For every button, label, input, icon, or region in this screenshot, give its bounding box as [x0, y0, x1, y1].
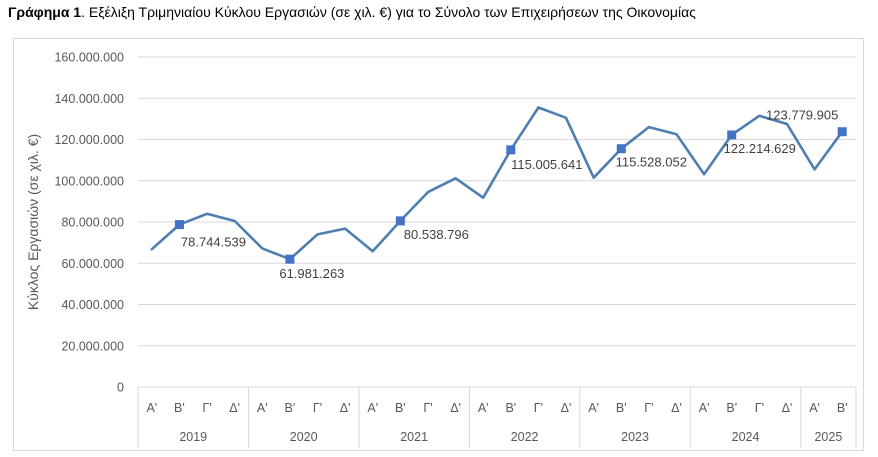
x-tick-label: Β' — [174, 401, 185, 415]
y-tick-label: 100.000.000 — [54, 174, 124, 188]
caption-text: . Εξέλιξη Τριμηνιαίου Κύκλου Εργασιών (σ… — [81, 4, 696, 20]
data-label: 115.528.052 — [616, 155, 687, 170]
y-axis-title: Κύκλος Εργασιών (σε χιλ. €) — [25, 134, 41, 310]
x-tick-label: Β' — [837, 401, 848, 415]
caption-prefix: Γράφημα 1 — [8, 4, 82, 20]
axes: 0 20.000.000 40.000.000 60.000.000 80.000.00… — [54, 51, 857, 448]
x-tick-label: Δ' — [450, 401, 461, 415]
x-tick-label: Α' — [809, 401, 820, 415]
y-tick-label: 140.000.000 — [54, 92, 124, 106]
series — [150, 106, 847, 264]
x-tick-label: Γ' — [202, 401, 211, 415]
chart-frame — [13, 38, 864, 451]
y-tick-label: 80.000.000 — [61, 216, 124, 230]
data-point-marker — [285, 254, 295, 264]
y-tick-label: 20.000.000 — [61, 339, 124, 353]
y-tick-label: 0 — [117, 381, 124, 395]
x-year-label: 2025 — [814, 430, 842, 444]
x-tick-label: Γ' — [755, 401, 764, 415]
data-point-marker — [174, 220, 184, 230]
data-labels: 78.744.539 61.981.263 80.538.796 115.005.64… — [181, 108, 838, 281]
x-tick-label: Γ' — [313, 401, 322, 415]
y-tick-label: 40.000.000 — [61, 298, 124, 312]
x-tick-label: Γ' — [644, 401, 653, 415]
data-label: 80.538.796 — [404, 227, 469, 242]
x-tick-label: Γ' — [534, 401, 543, 415]
data-point-marker — [837, 127, 847, 137]
x-year-label: 2020 — [290, 430, 318, 444]
data-point-marker — [616, 144, 626, 154]
x-tick-label: Α' — [257, 401, 268, 415]
data-label: 122.214.629 — [724, 141, 796, 156]
x-tick-label: Α' — [478, 401, 489, 415]
series-line — [150, 106, 844, 261]
x-tick-label: Α' — [588, 401, 599, 415]
gridlines — [138, 56, 856, 347]
x-year-label: 2022 — [511, 430, 539, 444]
x-tick-label: Δ' — [782, 401, 793, 415]
x-tick-label: Δ' — [229, 401, 240, 415]
data-label: 61.981.263 — [279, 266, 344, 281]
x-tick-label: Β' — [726, 401, 737, 415]
chart-caption: Γράφημα 1. Εξέλιξη Τριμηνιαίου Κύκλου Ερ… — [8, 4, 696, 20]
y-tick-label: 160.000.000 — [54, 51, 124, 65]
x-tick-label: Β' — [616, 401, 627, 415]
data-point-marker — [506, 145, 516, 155]
data-label: 115.005.641 — [511, 157, 582, 172]
x-year-label: 2021 — [400, 430, 428, 444]
x-tick-label: Β' — [395, 401, 406, 415]
x-tick-label: Β' — [285, 401, 296, 415]
data-label: 123.779.905 — [766, 108, 838, 123]
x-tick-label: Δ' — [671, 401, 682, 415]
x-tick-label: Γ' — [423, 401, 432, 415]
x-tick-label: Δ' — [340, 401, 351, 415]
x-year-label: 2024 — [732, 430, 760, 444]
data-point-marker — [727, 130, 737, 140]
y-tick-label: 60.000.000 — [61, 257, 124, 271]
y-tick-label: 120.000.000 — [54, 133, 124, 147]
x-tick-label: Α' — [367, 401, 378, 415]
x-tick-label: Α' — [699, 401, 710, 415]
x-tick-label: Α' — [146, 401, 157, 415]
data-point-marker — [395, 216, 405, 226]
x-tick-label: Δ' — [561, 401, 572, 415]
data-label: 78.744.539 — [181, 235, 246, 250]
x-year-label: 2019 — [179, 430, 207, 444]
x-tick-label: Β' — [505, 401, 516, 415]
x-year-label: 2023 — [621, 430, 649, 444]
